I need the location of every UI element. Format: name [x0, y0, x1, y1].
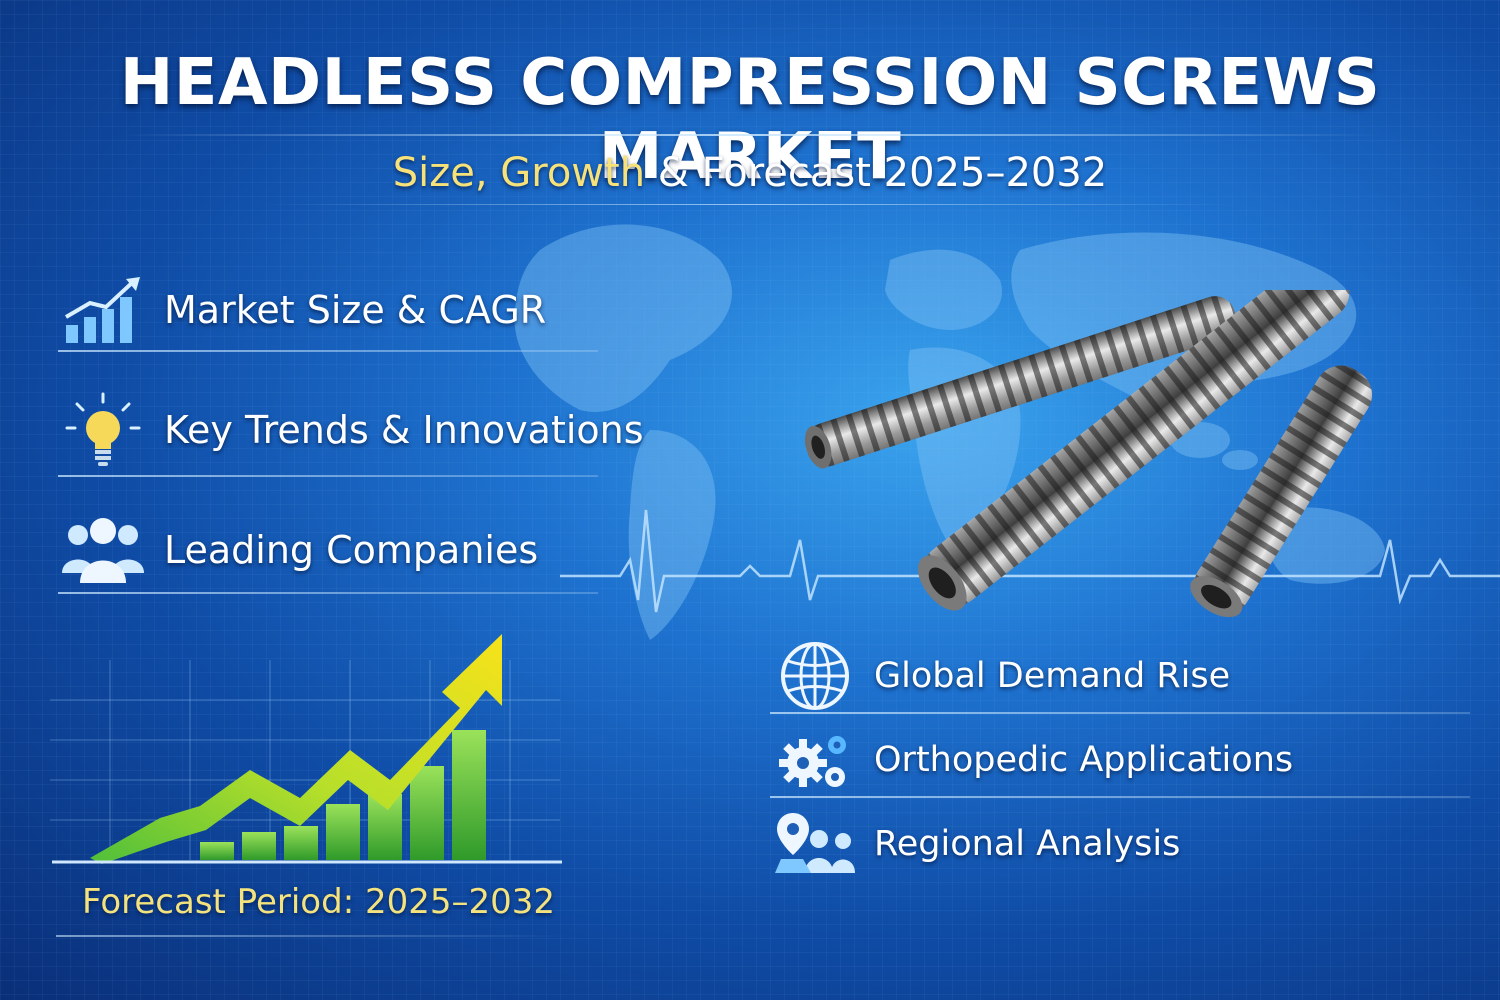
subtitle-highlight: Size, Growth — [392, 150, 646, 196]
divider — [58, 350, 598, 352]
screw-large — [917, 290, 1350, 611]
growth-chart-graphic — [50, 634, 562, 864]
divider — [770, 796, 1470, 798]
feature-market-size: Market Size & CAGR — [58, 270, 546, 350]
feature-key-trends: Key Trends & Innovations — [58, 390, 644, 470]
divider — [58, 592, 598, 594]
people-group-icon — [58, 510, 148, 590]
screw-medium — [1190, 365, 1372, 618]
feature-label: Global Demand Rise — [874, 656, 1231, 696]
globe-icon — [770, 636, 860, 716]
feature-regional-analysis: Regional Analysis — [770, 804, 1180, 884]
forecast-divider — [56, 935, 566, 937]
feature-label: Orthopedic Applications — [874, 740, 1294, 780]
title-divider — [120, 134, 1380, 136]
page-subtitle: Size, Growth & Forecast 2025–2032 — [0, 150, 1500, 196]
feature-label: Key Trends & Innovations — [164, 408, 644, 452]
divider — [58, 475, 598, 477]
feature-label: Regional Analysis — [874, 824, 1181, 864]
gears-icon — [770, 720, 860, 800]
feature-label: Market Size & CAGR — [164, 288, 547, 332]
subtitle-rest: & Forecast 2025–2032 — [645, 150, 1108, 196]
headless-screws-illustration — [804, 290, 1372, 618]
feature-leading-companies: Leading Companies — [58, 510, 538, 590]
feature-label: Leading Companies — [164, 528, 539, 572]
screw-small — [804, 296, 1237, 469]
feature-global-demand: Global Demand Rise — [770, 636, 1230, 716]
feature-orthopedic-applications: Orthopedic Applications — [770, 720, 1293, 800]
divider — [770, 712, 1470, 714]
subtitle-divider — [260, 204, 1240, 205]
lightbulb-icon — [58, 390, 148, 470]
page-title: HEADLESS COMPRESSION SCREWS MARKET — [119, 46, 1381, 194]
forecast-period-label: Forecast Period: 2025–2032 — [82, 882, 556, 922]
bar-chart-growth-icon — [58, 270, 148, 350]
location-people-icon — [770, 804, 860, 884]
